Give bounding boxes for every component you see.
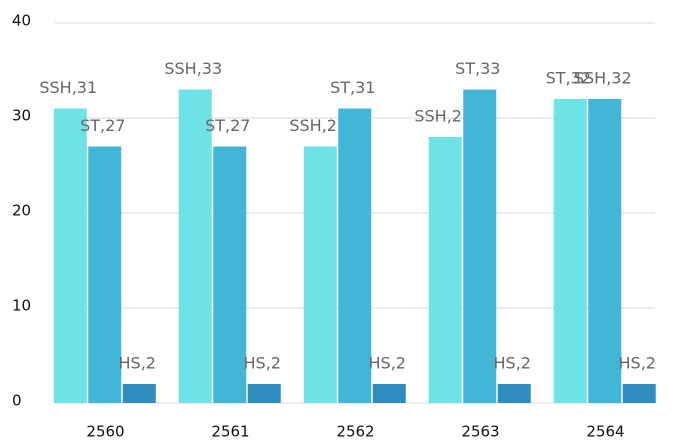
x-tick-label: 2564: [586, 423, 624, 441]
x-tick-label: 2562: [336, 423, 374, 441]
bar: [622, 384, 656, 403]
bar: [372, 384, 406, 403]
x-tick-label: 2560: [86, 423, 124, 441]
y-tick-label: 30: [12, 107, 31, 125]
y-tick-label: 10: [12, 297, 31, 315]
bar: [303, 146, 337, 403]
bar: [463, 89, 497, 403]
bar: [338, 108, 372, 403]
bar: [247, 384, 281, 403]
value-label: SSH,33: [164, 59, 222, 78]
value-label: HS,2: [494, 354, 531, 373]
bar: [88, 146, 122, 403]
value-label: HS,2: [619, 354, 656, 373]
bar: [497, 384, 531, 403]
y-tick-label: 0: [12, 392, 22, 410]
bar: [53, 108, 87, 403]
value-label: HS,2: [369, 354, 406, 373]
bar: [213, 146, 247, 403]
bar: [122, 384, 156, 403]
y-tick-label: 20: [12, 202, 31, 220]
y-tick-label: 40: [12, 12, 31, 30]
bar: [178, 89, 212, 403]
value-label: ST,31: [330, 78, 375, 97]
value-label: SSH,32: [574, 69, 632, 88]
value-label: ST,33: [455, 59, 500, 78]
value-label: HS,2: [244, 354, 281, 373]
value-label: ST,32: [546, 69, 591, 88]
x-tick-label: 2561: [211, 423, 249, 441]
value-label: SSH,28: [414, 107, 472, 126]
bar: [588, 99, 622, 403]
value-label: SSH,27: [289, 116, 347, 135]
value-label: HS,2: [119, 354, 156, 373]
value-label: SSH,31: [39, 78, 97, 97]
bar: [553, 99, 587, 403]
x-tick-label: 2563: [461, 423, 499, 441]
value-label: ST,27: [205, 116, 250, 135]
bar: [428, 137, 462, 403]
value-label: ST,27: [80, 116, 125, 135]
